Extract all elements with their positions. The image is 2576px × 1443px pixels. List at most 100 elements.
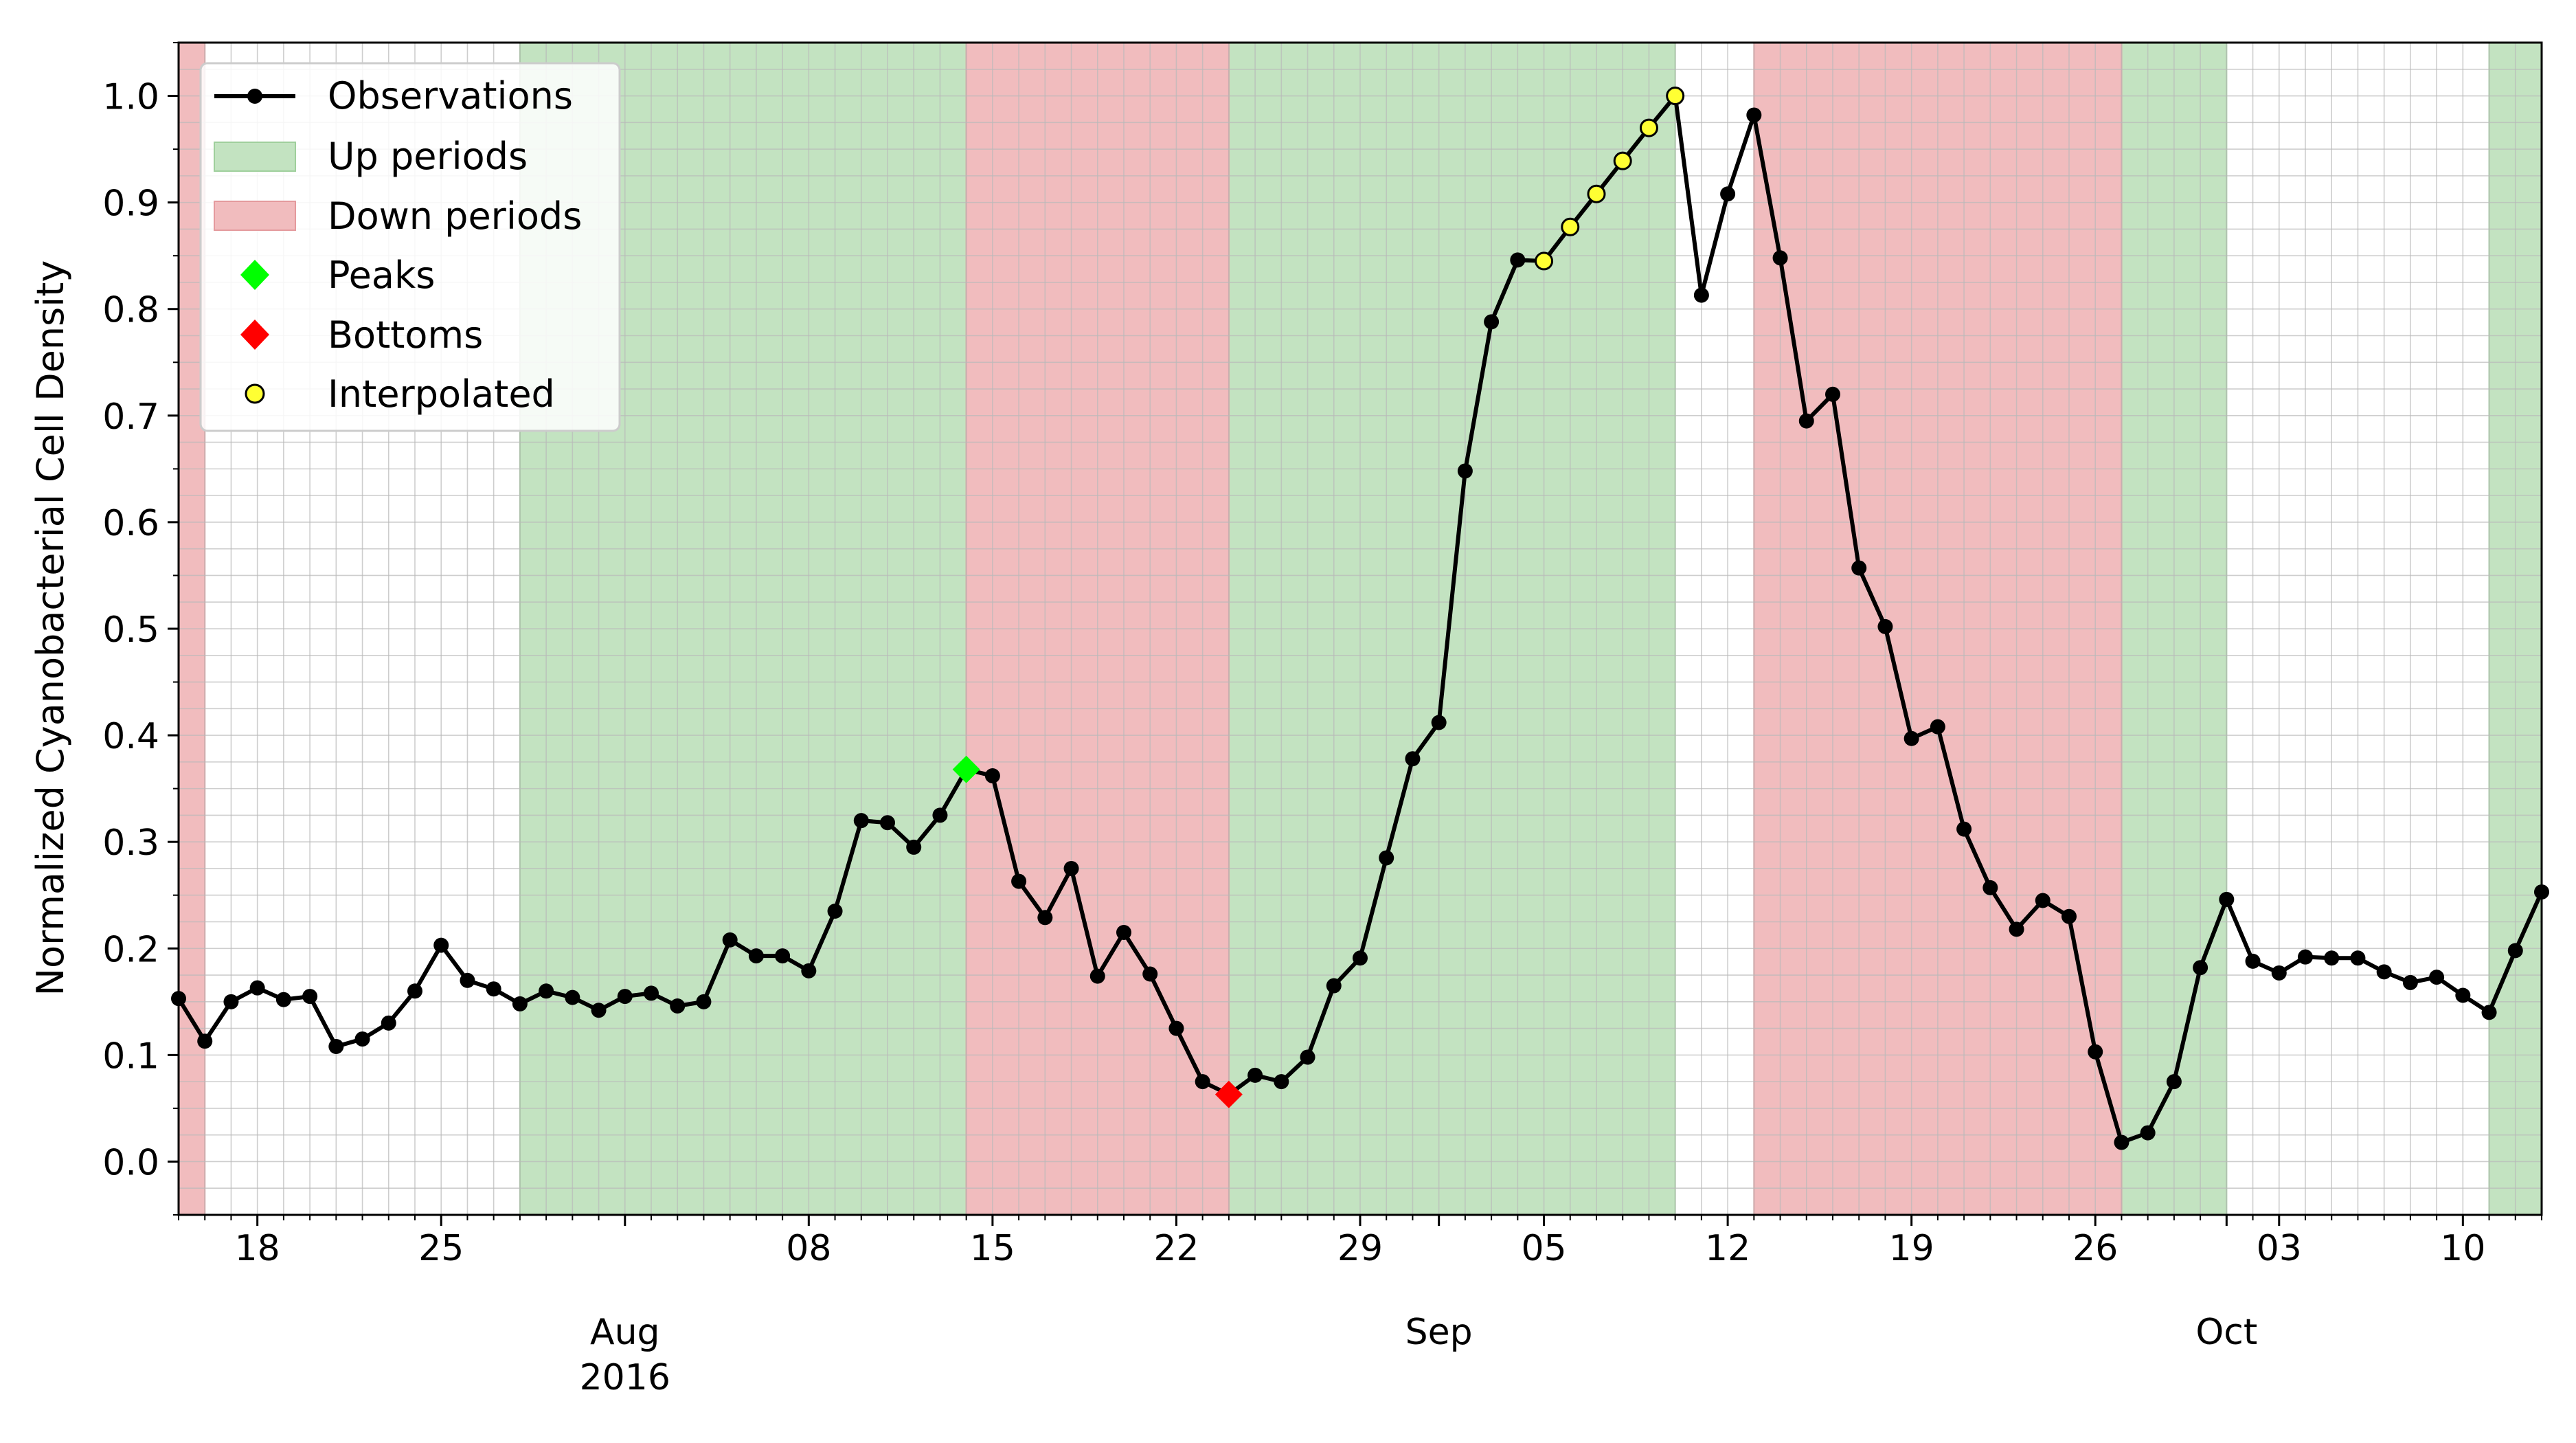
observation-point xyxy=(1089,968,1105,984)
x-tick-label: 03 xyxy=(2257,1228,2302,1269)
y-tick-label: 0.6 xyxy=(102,503,159,544)
interpolated-point xyxy=(1639,118,1658,137)
legend-interpolated-label: Interpolated xyxy=(328,372,555,416)
observation-point xyxy=(407,983,422,999)
month-label: Oct xyxy=(2195,1312,2257,1353)
observation-point xyxy=(1326,978,1342,994)
observation-point xyxy=(880,815,895,831)
interpolated-point xyxy=(1561,217,1580,236)
observation-point xyxy=(1116,925,1131,941)
y-tick-label: 0.4 xyxy=(102,716,159,757)
observation-point xyxy=(1798,413,1814,429)
observation-point xyxy=(2271,965,2287,981)
observation-point xyxy=(1982,880,1998,895)
observation-point xyxy=(486,981,501,997)
legend-up-swatch xyxy=(214,142,296,172)
bottom-marker xyxy=(1214,1080,1243,1108)
x-tick-label: 22 xyxy=(1153,1228,1199,1269)
legend-observations-label: Observations xyxy=(328,74,573,118)
observation-point xyxy=(1063,860,1079,876)
legend: Observations Up periods Down periods Pea… xyxy=(199,62,621,432)
legend-bottom-marker xyxy=(240,320,269,350)
y-tick-label: 0.3 xyxy=(102,823,159,864)
y-tick-label: 0.7 xyxy=(102,396,159,438)
interpolated-point xyxy=(1535,251,1554,271)
observation-point xyxy=(2534,884,2549,900)
observation-point xyxy=(565,989,580,1005)
observation-point xyxy=(2402,974,2418,990)
observation-point xyxy=(1930,719,1945,735)
month-label: Aug xyxy=(590,1312,660,1353)
observation-point xyxy=(2350,950,2366,966)
observation-point xyxy=(2009,921,2024,937)
observation-point xyxy=(512,996,528,1011)
observation-point xyxy=(223,994,239,1009)
legend-down-swatch xyxy=(214,201,296,231)
interpolated-point xyxy=(1666,87,1685,106)
legend-down-label: Down periods xyxy=(328,194,582,238)
x-tick-label: 25 xyxy=(418,1228,464,1269)
observation-point xyxy=(1011,873,1027,889)
observation-point xyxy=(2429,970,2445,985)
observation-point xyxy=(1956,821,1972,837)
observation-point xyxy=(827,903,843,919)
interpolated-point xyxy=(1613,151,1632,170)
legend-peak-marker xyxy=(240,260,269,290)
observation-point xyxy=(1457,463,1473,479)
observation-point xyxy=(1247,1067,1263,1083)
observation-point xyxy=(722,932,738,948)
y-tick-label: 0.5 xyxy=(102,609,159,651)
observation-point xyxy=(2507,943,2523,959)
observation-point xyxy=(853,813,869,829)
x-tick-label: 15 xyxy=(970,1228,1015,1269)
observation-point xyxy=(801,963,817,978)
observation-point xyxy=(1851,560,1867,576)
observation-point xyxy=(460,972,475,988)
legend-bottoms-label: Bottoms xyxy=(328,313,483,357)
observation-point xyxy=(617,989,633,1005)
observation-point xyxy=(591,1003,607,1018)
observation-point xyxy=(1720,186,1736,202)
observation-point xyxy=(433,937,449,953)
observation-point xyxy=(2061,908,2077,924)
observation-point xyxy=(1037,910,1053,926)
observation-point xyxy=(302,989,318,1005)
y-tick-label: 0.0 xyxy=(102,1142,159,1183)
observation-point xyxy=(2088,1044,2103,1060)
x-tick-label: 08 xyxy=(786,1228,831,1269)
observation-point xyxy=(381,1015,396,1031)
observation-point xyxy=(1195,1074,1210,1090)
observation-point xyxy=(539,983,554,999)
observation-point xyxy=(275,992,291,1007)
observation-point xyxy=(1168,1020,1184,1036)
observation-point xyxy=(2140,1125,2156,1141)
observation-point xyxy=(2298,949,2313,965)
observation-point xyxy=(1510,252,1526,268)
observation-point xyxy=(1353,950,1368,966)
observation-point xyxy=(1903,730,1919,746)
observation-point xyxy=(2166,1074,2182,1090)
observation-point xyxy=(197,1033,213,1049)
observation-point xyxy=(1142,966,1158,982)
observation-point xyxy=(249,980,265,996)
observation-point xyxy=(748,948,764,964)
observation-point xyxy=(1825,386,1840,402)
x-tick-label: 05 xyxy=(1521,1228,1566,1269)
legend-box xyxy=(199,62,621,432)
observation-point xyxy=(696,994,712,1009)
x-tick-label: 29 xyxy=(1337,1228,1383,1269)
observation-point xyxy=(644,985,659,1001)
x-tick-label: 10 xyxy=(2440,1228,2485,1269)
interpolated-point xyxy=(1587,184,1606,203)
year-label: 2016 xyxy=(580,1357,670,1398)
legend-peaks-label: Peaks xyxy=(328,254,435,297)
observation-point xyxy=(1405,751,1421,767)
y-tick-label: 0.9 xyxy=(102,183,159,225)
x-tick-label: 19 xyxy=(1889,1228,1934,1269)
y-tick-label: 0.8 xyxy=(102,290,159,331)
y-tick-label: 0.1 xyxy=(102,1036,159,1077)
legend-up-label: Up periods xyxy=(328,135,528,178)
observation-point xyxy=(1300,1049,1315,1065)
observation-point xyxy=(1693,287,1709,303)
observation-point xyxy=(1379,850,1394,866)
